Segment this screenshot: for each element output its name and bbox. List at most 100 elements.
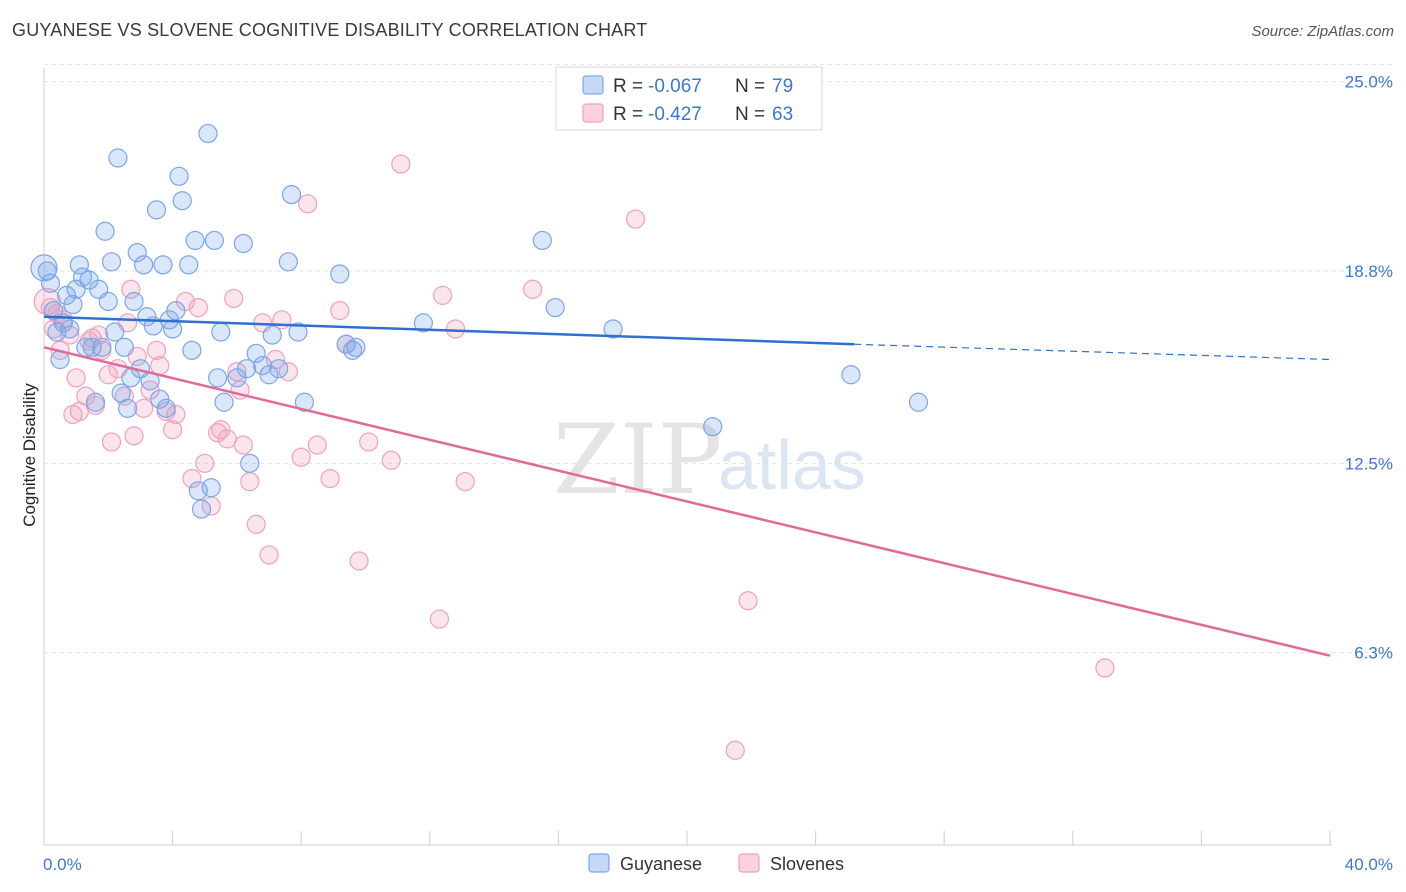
guyanese-point-53 <box>214 392 234 412</box>
slovenes-point-60 <box>433 285 453 305</box>
guyanese-point-19 <box>98 291 118 312</box>
slovenes-point-38 <box>224 288 244 309</box>
guyanese-points <box>30 105 929 519</box>
slovenes-point-28 <box>163 420 183 440</box>
guyanese-point-25 <box>117 398 138 418</box>
guyanese-point-44 <box>182 340 202 360</box>
guyanese-point-30 <box>134 255 154 275</box>
guyanese-legend-swatch <box>582 75 604 95</box>
slovenes-point-32 <box>188 297 208 318</box>
slovenes-point-21 <box>124 426 144 446</box>
slovenes-point-15 <box>98 365 118 385</box>
x-tick-labels: 0.0% 40.0% <box>43 855 1393 874</box>
guyanese-point-71 <box>413 313 433 333</box>
source-credit: Source: ZipAtlas.com <box>1251 23 1394 40</box>
series-legend: Guyanese Slovenes <box>588 853 844 874</box>
slovenes-points <box>33 154 1115 760</box>
guyanese-point-52 <box>211 322 231 342</box>
guyanese-point-58 <box>246 343 266 363</box>
gridlines <box>44 64 1392 654</box>
slovenes-point-41 <box>233 435 253 455</box>
guyanese-legend-label: Guyanese <box>620 854 702 874</box>
guyanese-point-72 <box>532 230 552 251</box>
chart-title: GUYANESE VS SLOVENE COGNITIVE DISABILITY… <box>12 20 648 40</box>
legend-r-label-2: R = <box>613 104 643 125</box>
guyanese-point-7 <box>60 319 80 339</box>
slovenes-legend-label: Slovenes <box>770 854 844 874</box>
guyanese-point-20 <box>101 252 122 272</box>
y-axis-title: Cognitive Disability <box>20 383 39 527</box>
legend-n-label-1: N = <box>735 76 765 97</box>
guyanese-point-1 <box>40 273 61 293</box>
guyanese-point-66 <box>294 392 315 412</box>
x-tick-label-1: 40.0% <box>1345 855 1393 874</box>
guyanese-point-57 <box>240 453 260 473</box>
slovenes-point-7 <box>66 368 86 388</box>
slovenes-point-50 <box>298 194 318 214</box>
guyanese-point-61 <box>262 325 282 345</box>
slovenes-point-31 <box>182 468 202 489</box>
slovenes-point-20 <box>121 279 141 299</box>
slovenes-point-33 <box>195 453 215 473</box>
y-tick-label-2: 18.8% <box>1345 262 1393 281</box>
slovenes-point-37 <box>217 429 237 449</box>
guyanese-point-70 <box>346 337 366 357</box>
guyanese-trend-extension <box>854 343 1331 361</box>
slovenes-point-63 <box>523 279 543 299</box>
guyanese-point-63 <box>278 252 298 272</box>
slovenes-point-49 <box>291 447 311 467</box>
slovenes-point-61 <box>445 319 466 339</box>
guyanese-point-27 <box>124 291 144 312</box>
guyanese-point-41 <box>169 166 189 186</box>
y-tick-label-0: 6.3% <box>1354 644 1393 663</box>
stats-legend: R = -0.067 N = 79 R = -0.427 N = 63 <box>555 66 823 131</box>
guyanese-point-56 <box>236 359 257 379</box>
guyanese-point-edge <box>30 254 58 282</box>
guyanese-point-18 <box>95 221 115 241</box>
guyanese-point-39 <box>163 319 183 339</box>
guyanese-point-34 <box>146 200 167 220</box>
guyanese-point-48 <box>198 123 218 144</box>
y-tick-label-1: 12.5% <box>1345 454 1393 473</box>
guyanese-point-69 <box>343 340 363 360</box>
slovenes-point-45 <box>259 545 279 565</box>
slovenes-point-62 <box>455 472 475 492</box>
guyanese-point-14 <box>82 337 102 357</box>
guyanese-point-15 <box>85 392 106 412</box>
guyanese-point-8 <box>63 294 83 315</box>
slovenes-point-53 <box>330 301 350 321</box>
guyanese-point-55 <box>233 233 253 254</box>
slovenes-point-59 <box>429 609 450 629</box>
guyanese-point-47 <box>191 499 212 519</box>
guyanese-point-50 <box>204 230 224 251</box>
guyanese-trend-line <box>43 315 855 346</box>
guyanese-point-42 <box>172 191 192 211</box>
guyanese-point-77 <box>841 365 861 385</box>
x-tick-label-0: 0.0% <box>43 855 82 874</box>
guyanese-point-62 <box>269 359 289 379</box>
guyanese-point-21 <box>105 322 125 342</box>
guyanese-point-49 <box>201 478 221 498</box>
trend-lines <box>43 315 1331 657</box>
y-tick-label-3: 25.0% <box>1345 73 1393 92</box>
guyanese-point-51 <box>208 368 228 388</box>
guyanese-point-37 <box>156 398 176 418</box>
slovenes-legend-swatch <box>582 103 604 123</box>
guyanese-point-74 <box>603 319 623 339</box>
slovenes-point-25 <box>146 340 167 360</box>
slovenes-point-55 <box>349 551 369 571</box>
guyanese-point-73 <box>545 297 565 318</box>
guyanese-point-24 <box>114 337 134 357</box>
slovenes-swatch <box>738 853 760 873</box>
slovenes-point-65 <box>738 591 758 611</box>
guyanese-swatch <box>588 853 610 873</box>
slovenes-point-13 <box>89 325 109 345</box>
slovenes-point-51 <box>307 435 327 455</box>
guyanese-point-22 <box>108 148 128 168</box>
guyanese-point-67 <box>330 264 350 284</box>
slovenes-trend-line <box>43 346 1331 657</box>
y-tick-labels: 6.3% 12.5% 18.8% 25.0% <box>1345 73 1393 663</box>
legend-n-value-1: 79 <box>772 76 793 97</box>
watermark-zip: ZIP <box>553 404 722 516</box>
